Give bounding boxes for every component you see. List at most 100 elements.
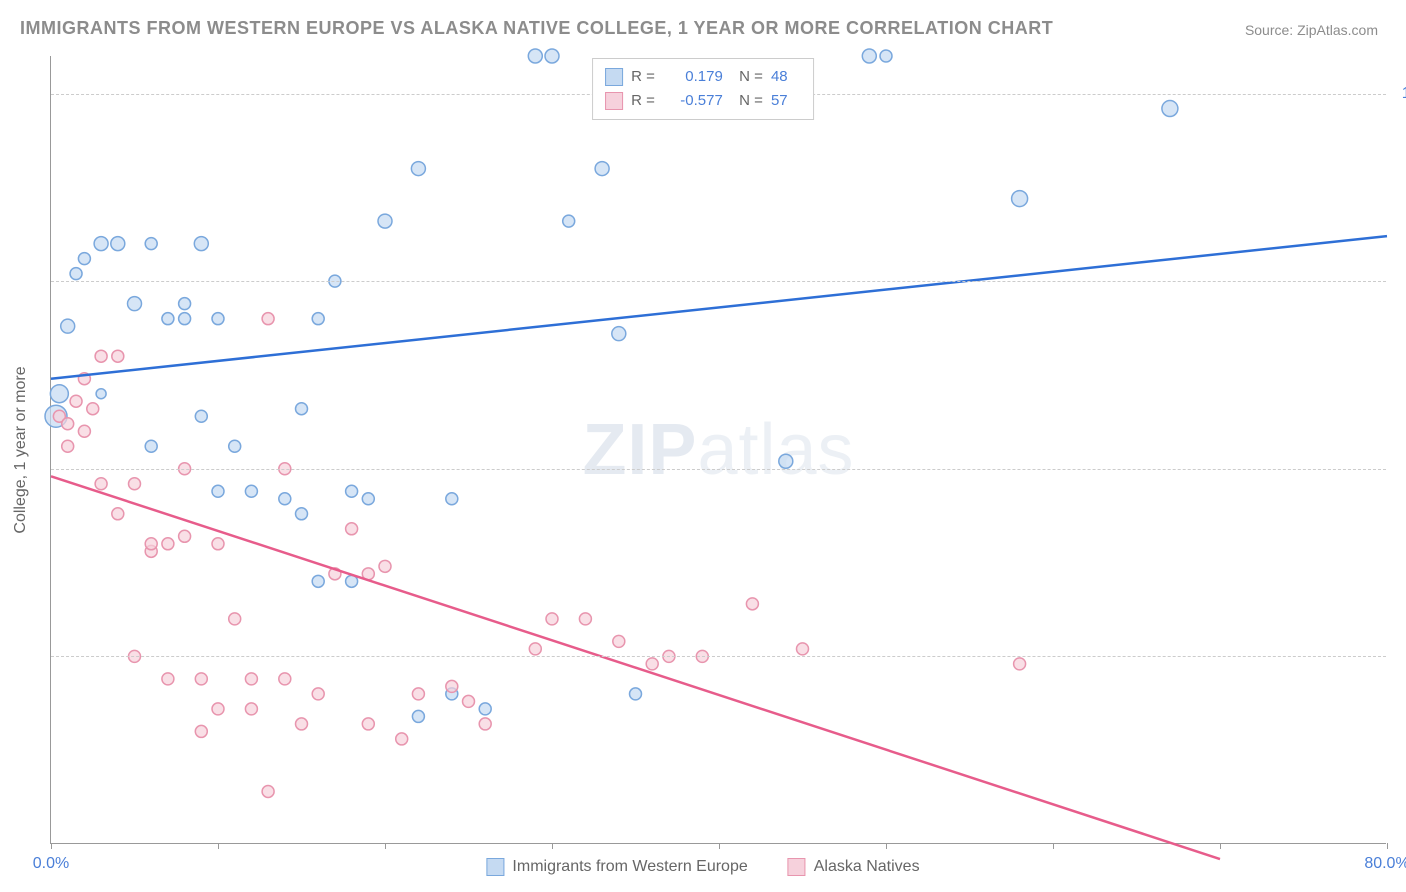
corr-row-immigrants: R =0.179 N =48	[605, 65, 801, 89]
n-label: N =	[731, 89, 763, 113]
data-point-immigrants	[446, 493, 458, 505]
data-point-alaska	[245, 703, 257, 715]
data-point-alaska	[87, 403, 99, 415]
trend-line-alaska	[51, 476, 1220, 859]
data-point-alaska	[229, 613, 241, 625]
swatch-icon	[605, 92, 623, 110]
legend-label: Alaska Natives	[814, 858, 920, 876]
data-point-alaska	[412, 688, 424, 700]
data-point-alaska	[62, 440, 74, 452]
data-point-immigrants	[1012, 191, 1028, 207]
data-point-immigrants	[411, 162, 425, 176]
data-point-immigrants	[779, 454, 793, 468]
r-value: 0.179	[663, 65, 723, 89]
data-point-immigrants	[145, 440, 157, 452]
data-point-immigrants	[128, 297, 142, 311]
y-tick-label: 50.0%	[1396, 460, 1406, 478]
grid-line	[51, 656, 1386, 657]
data-point-alaska	[463, 695, 475, 707]
data-point-alaska	[1014, 658, 1026, 670]
source-label: Source: ZipAtlas.com	[1245, 22, 1378, 38]
data-point-immigrants	[70, 268, 82, 280]
data-point-immigrants	[179, 313, 191, 325]
data-point-immigrants	[378, 214, 392, 228]
data-point-alaska	[379, 560, 391, 572]
data-point-immigrants	[1162, 101, 1178, 117]
swatch-icon	[605, 68, 623, 86]
data-point-immigrants	[880, 50, 892, 62]
data-point-immigrants	[162, 313, 174, 325]
n-label: N =	[731, 65, 763, 89]
data-point-alaska	[145, 538, 157, 550]
data-point-immigrants	[312, 313, 324, 325]
data-point-alaska	[579, 613, 591, 625]
x-tick	[1053, 843, 1054, 849]
r-value: -0.577	[663, 89, 723, 113]
data-point-immigrants	[346, 485, 358, 497]
data-point-immigrants	[194, 237, 208, 251]
data-point-immigrants	[862, 49, 876, 63]
chart-title: IMMIGRANTS FROM WESTERN EUROPE VS ALASKA…	[20, 18, 1053, 39]
data-point-immigrants	[212, 313, 224, 325]
data-point-alaska	[446, 680, 458, 692]
data-point-alaska	[162, 538, 174, 550]
data-point-immigrants	[245, 485, 257, 497]
data-point-alaska	[346, 523, 358, 535]
legend-item: Alaska Natives	[788, 858, 920, 876]
data-point-immigrants	[296, 508, 308, 520]
data-point-immigrants	[296, 403, 308, 415]
data-point-alaska	[546, 613, 558, 625]
data-point-alaska	[396, 733, 408, 745]
data-point-alaska	[179, 530, 191, 542]
correlation-legend: R =0.179 N =48R =-0.577 N =57	[592, 58, 814, 120]
r-label: R =	[631, 65, 655, 89]
scatter-svg	[51, 56, 1386, 843]
data-point-immigrants	[479, 703, 491, 715]
x-tick	[552, 843, 553, 849]
legend-label: Immigrants from Western Europe	[512, 858, 747, 876]
data-point-immigrants	[94, 237, 108, 251]
corr-row-alaska: R =-0.577 N =57	[605, 89, 801, 113]
x-tick	[218, 843, 219, 849]
x-tick	[886, 843, 887, 849]
data-point-immigrants	[630, 688, 642, 700]
data-point-immigrants	[545, 49, 559, 63]
data-point-alaska	[95, 478, 107, 490]
data-point-alaska	[212, 538, 224, 550]
y-tick-label: 75.0%	[1396, 272, 1406, 290]
swatch-icon	[788, 858, 806, 876]
data-point-immigrants	[195, 410, 207, 422]
trend-line-immigrants	[51, 236, 1387, 379]
swatch-icon	[486, 858, 504, 876]
x-tick	[51, 843, 52, 849]
data-point-immigrants	[563, 215, 575, 227]
data-point-immigrants	[96, 389, 106, 399]
legend-item: Immigrants from Western Europe	[486, 858, 747, 876]
data-point-alaska	[529, 643, 541, 655]
data-point-alaska	[112, 508, 124, 520]
data-point-immigrants	[179, 298, 191, 310]
y-tick-label: 100.0%	[1396, 85, 1406, 103]
x-tick	[385, 843, 386, 849]
data-point-alaska	[296, 718, 308, 730]
y-axis-title: College, 1 year or more	[12, 366, 30, 533]
data-point-immigrants	[362, 493, 374, 505]
r-label: R =	[631, 89, 655, 113]
data-point-alaska	[62, 418, 74, 430]
data-point-alaska	[797, 643, 809, 655]
data-point-alaska	[70, 395, 82, 407]
data-point-alaska	[262, 785, 274, 797]
chart-plot-area: College, 1 year or more ZIPatlas 25.0%50…	[50, 56, 1386, 844]
data-point-immigrants	[595, 162, 609, 176]
data-point-immigrants	[229, 440, 241, 452]
data-point-immigrants	[312, 575, 324, 587]
data-point-immigrants	[61, 319, 75, 333]
data-point-alaska	[162, 673, 174, 685]
data-point-immigrants	[78, 253, 90, 265]
x-tick-label: 0.0%	[33, 855, 69, 873]
grid-line	[51, 469, 1386, 470]
data-point-alaska	[646, 658, 658, 670]
data-point-immigrants	[412, 710, 424, 722]
data-point-alaska	[245, 673, 257, 685]
data-point-immigrants	[612, 327, 626, 341]
